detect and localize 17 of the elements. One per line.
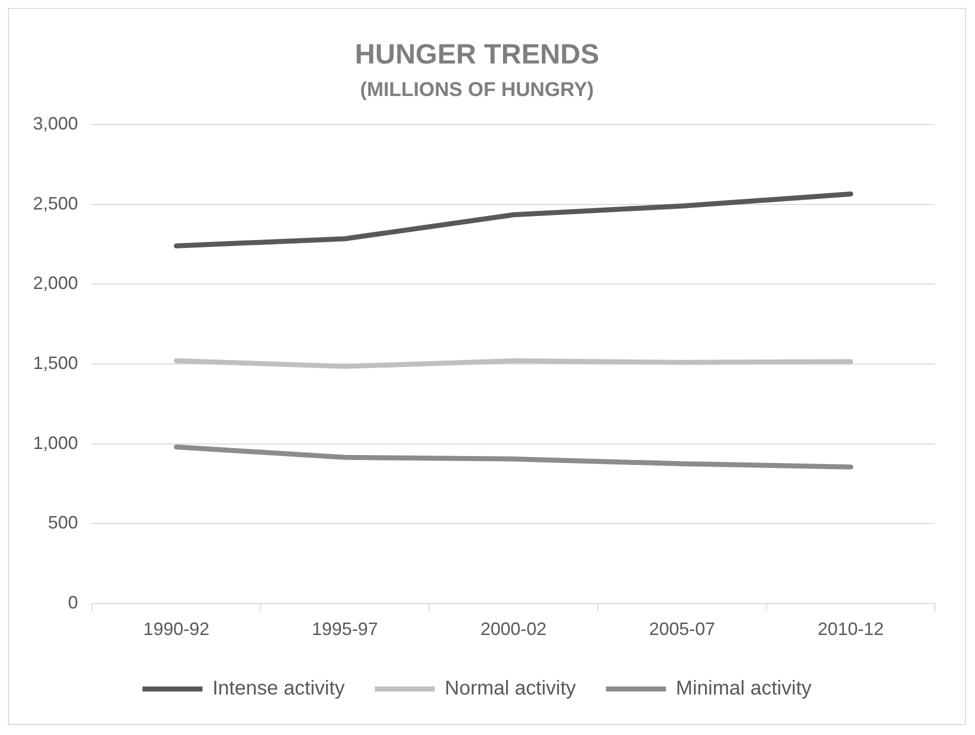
legend-label: Normal activity [444, 678, 576, 700]
y-tick-label: 500 [48, 512, 78, 533]
y-tick-label: 1,000 [32, 432, 78, 453]
y-tick-label: 2,500 [32, 193, 78, 214]
x-tick-label: 2005-07 [649, 619, 716, 640]
legend-label: Minimal activity [676, 678, 812, 700]
x-tick-label: 2010-12 [818, 619, 884, 640]
x-tick-label: 1990-92 [143, 619, 210, 640]
x-tick-label: 1995-97 [312, 619, 378, 640]
y-tick-label: 3,000 [32, 114, 78, 134]
chart-subtitle: (MILLIONS OF HUNGRY) [360, 79, 594, 102]
y-tick-label: 1,500 [32, 352, 78, 373]
y-tick-label: 0 [68, 592, 78, 612]
legend-label: Intense activity [212, 678, 345, 700]
y-tick-label: 2,000 [32, 273, 78, 294]
chart-title: HUNGER TRENDS [354, 38, 600, 70]
x-tick-label: 2000-02 [480, 619, 547, 640]
